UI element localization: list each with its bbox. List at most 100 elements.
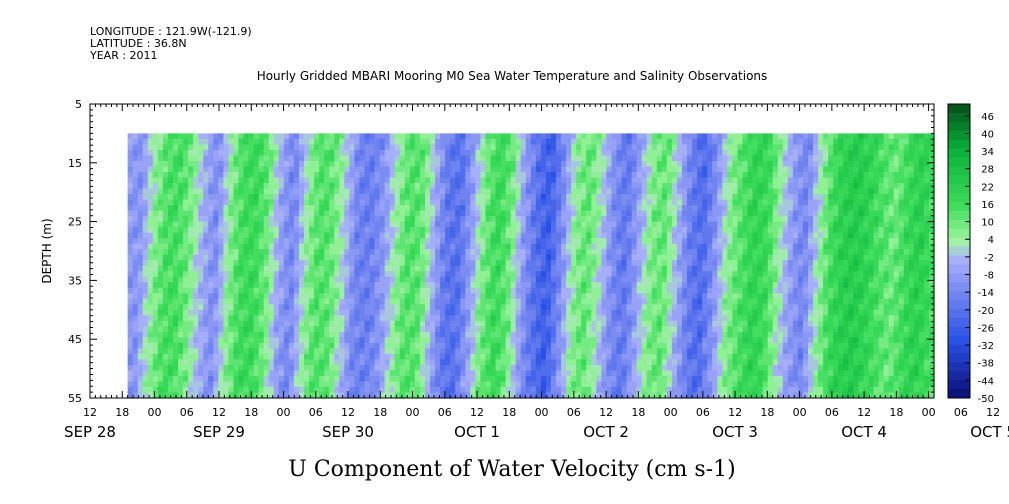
- heatmap-cell: [329, 232, 335, 239]
- heatmap-cell: [127, 205, 134, 212]
- heatmap-cell: [545, 144, 552, 151]
- heatmap-cell: [485, 276, 492, 283]
- heatmap-cell: [384, 359, 391, 366]
- heatmap-cell: [581, 282, 587, 289]
- heatmap-cell: [520, 375, 527, 383]
- heatmap-cell: [556, 171, 562, 179]
- heatmap-cell: [238, 216, 245, 223]
- heatmap-cell: [198, 276, 204, 283]
- heatmap-cell: [586, 238, 592, 245]
- heatmap-cell: [183, 260, 189, 267]
- heatmap-cell: [238, 381, 245, 388]
- heatmap-cell: [495, 260, 502, 267]
- heatmap-cell: [591, 160, 597, 168]
- heatmap-cell: [561, 254, 567, 261]
- heatmap-cell: [263, 359, 270, 366]
- heatmap-cell: [213, 353, 219, 361]
- heatmap-cell: [394, 381, 401, 388]
- heatmap-cell: [314, 287, 320, 294]
- heatmap-cell: [500, 282, 507, 289]
- heatmap-cell: [510, 183, 517, 190]
- heatmap-cell: [646, 282, 653, 289]
- heatmap-cell: [409, 177, 416, 184]
- heatmap-cell: [646, 183, 653, 190]
- heatmap-cell: [344, 160, 350, 168]
- heatmap-cell: [283, 293, 290, 300]
- heatmap-cell: [374, 133, 381, 140]
- heatmap-cell: [364, 138, 371, 146]
- heatmap-cell: [218, 183, 224, 190]
- heatmap-cell: [253, 386, 260, 394]
- heatmap-cell: [193, 188, 199, 195]
- heatmap-cell: [525, 221, 532, 228]
- heatmap-cell: [495, 326, 502, 333]
- heatmap-cell: [268, 348, 275, 355]
- heatmap-cell: [172, 326, 179, 333]
- heatmap-cell: [455, 309, 461, 316]
- heatmap-cell: [399, 381, 406, 388]
- heatmap-cell: [238, 177, 245, 184]
- heatmap-cell: [384, 177, 391, 184]
- heatmap-cell: [556, 370, 562, 377]
- heatmap-cell: [510, 171, 517, 179]
- heatmap-cell: [601, 227, 608, 234]
- heatmap-cell: [445, 271, 451, 278]
- heatmap-cell: [646, 149, 653, 157]
- heatmap-cell: [641, 249, 648, 256]
- heatmap-cell: [641, 210, 648, 217]
- heatmap-cell: [500, 370, 507, 377]
- heatmap-cell: [414, 381, 421, 388]
- heatmap-cell: [550, 265, 557, 272]
- heatmap-cell: [399, 243, 406, 250]
- heatmap-cell: [550, 210, 557, 217]
- heatmap-cell: [314, 232, 320, 239]
- heatmap-cell: [293, 386, 300, 394]
- heatmap-cell: [500, 375, 507, 383]
- heatmap-cell: [167, 188, 174, 195]
- heatmap-cell: [621, 183, 628, 190]
- heatmap-cell: [278, 348, 285, 355]
- heatmap-cell: [137, 353, 144, 361]
- heatmap-cell: [470, 243, 476, 250]
- heatmap-cell: [147, 348, 154, 355]
- heatmap-cell: [525, 160, 532, 168]
- heatmap-cell: [354, 392, 361, 399]
- heatmap-cell: [500, 205, 507, 212]
- heatmap-cell: [304, 138, 310, 146]
- heatmap-cell: [223, 199, 230, 206]
- heatmap-cell: [162, 171, 169, 179]
- heatmap-cell: [314, 348, 320, 355]
- heatmap-cell: [399, 304, 406, 311]
- heatmap-cell: [248, 249, 255, 256]
- heatmap-cell: [505, 232, 512, 239]
- heatmap-cell: [293, 199, 300, 206]
- heatmap-cell: [621, 342, 628, 349]
- heatmap-cell: [157, 260, 164, 267]
- heatmap-cell: [586, 227, 592, 234]
- heatmap-cell: [419, 293, 426, 300]
- heatmap-cell: [293, 171, 300, 179]
- heatmap-cell: [273, 194, 280, 201]
- heatmap-cell: [601, 238, 608, 245]
- heatmap-cell: [470, 232, 476, 239]
- heatmap-cell: [636, 320, 643, 327]
- heatmap-cell: [414, 287, 421, 294]
- heatmap-cell: [450, 375, 456, 383]
- heatmap-cell: [324, 199, 330, 206]
- heatmap-cell: [540, 348, 547, 355]
- heatmap-cell: [445, 183, 451, 190]
- heatmap-cell: [505, 216, 512, 223]
- heatmap-cell: [450, 221, 456, 228]
- heatmap-cell: [384, 392, 391, 399]
- heatmap-cell: [233, 138, 240, 146]
- heatmap-cell: [127, 177, 134, 184]
- heatmap-cell: [198, 149, 204, 157]
- heatmap-cell: [369, 381, 376, 388]
- heatmap-cell: [490, 375, 497, 383]
- heatmap-cell: [475, 320, 482, 327]
- heatmap-cell: [606, 293, 613, 300]
- heatmap-cell: [550, 293, 557, 300]
- heatmap-cell: [329, 149, 335, 157]
- heatmap-cell: [566, 304, 572, 311]
- heatmap-cell: [344, 370, 350, 377]
